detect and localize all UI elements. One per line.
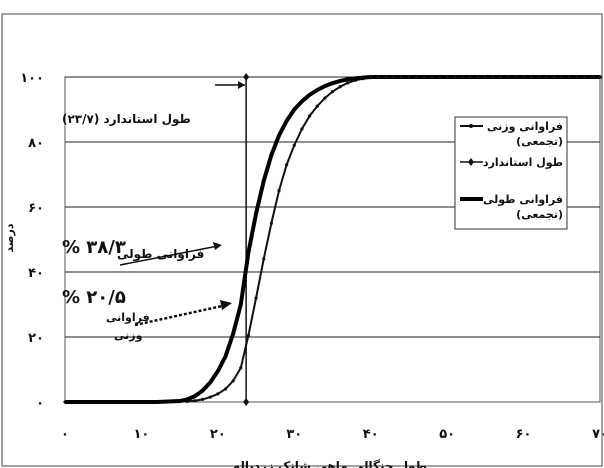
series-weight-point	[193, 399, 197, 403]
series-top-point	[368, 75, 373, 79]
x-tick-label: ۳۰	[286, 427, 302, 442]
annotation-standard-length: طول استاندارد (۲۳/۷)	[62, 112, 191, 127]
series-weight-point	[208, 395, 212, 399]
series-top-point	[391, 75, 396, 79]
x-tick-label: ۰	[61, 427, 69, 442]
legend-weight-swatch-dot	[469, 124, 473, 128]
series-top-point	[544, 75, 549, 79]
series-weight-point	[223, 387, 228, 391]
annotation-weight-arrowhead	[220, 300, 232, 310]
series-top-point	[430, 75, 434, 79]
chart-area-border	[1, 13, 603, 467]
x-tick-label: ۶۰	[516, 427, 532, 442]
series-top-point	[475, 75, 480, 79]
series-top-point	[506, 75, 511, 79]
legend-weight-label: فراوانی وزنی	[487, 120, 563, 133]
annotation-length-arrowhead	[213, 242, 222, 250]
annotation-weight-label: وزنی	[114, 329, 143, 342]
y-tick-label: ۴۰	[28, 266, 44, 281]
series-weight-point	[285, 163, 289, 167]
standard-length-marker	[243, 73, 250, 81]
legend-length-label: فراوانی طولی	[483, 193, 563, 206]
series-weight-point	[239, 366, 243, 370]
series-weight-point	[277, 189, 281, 193]
series-weight-point	[307, 114, 312, 118]
y-tick-label: ۱۰۰	[20, 71, 44, 86]
series-top-point	[414, 75, 419, 79]
series-top-point	[582, 75, 587, 79]
y-axis-title: درصد	[3, 223, 16, 252]
series-top-point	[452, 75, 457, 79]
series-top-point	[537, 75, 541, 79]
series-top-point	[460, 75, 465, 79]
series-top-point	[552, 75, 556, 79]
annotation-weight-percent: % ۲۰/۵	[62, 287, 126, 308]
series-top-point	[559, 75, 564, 79]
series-weight-point	[269, 221, 273, 225]
series-weight-point	[292, 143, 296, 147]
annotation-standard-arrowhead	[238, 81, 245, 89]
legend-box	[454, 116, 568, 230]
series-weight-point	[330, 90, 335, 94]
series-top-point	[521, 75, 526, 79]
series-top-point	[498, 75, 503, 79]
standard-length-marker	[243, 398, 250, 406]
x-tick-label: ۷۰	[592, 427, 604, 442]
series-weight-point	[254, 296, 258, 300]
series-top-point	[491, 75, 495, 79]
series-weight-point	[246, 333, 251, 337]
series-weight-point	[216, 392, 220, 396]
x-tick-label: ۴۰	[363, 427, 379, 442]
series-top-point	[437, 75, 442, 79]
x-tick-label: ۲۰	[210, 427, 226, 442]
series-top-point	[468, 75, 472, 79]
legend-standard-label: طول استاندارد	[483, 156, 563, 169]
series-weight-point	[300, 127, 304, 131]
x-tick-label: ۱۰	[133, 427, 149, 442]
series-top-point	[514, 75, 518, 79]
series-weight-point	[262, 257, 266, 261]
y-tick-label: ۶۰	[28, 201, 44, 216]
series-weight-point	[323, 96, 327, 100]
x-tick-label: ۵۰	[439, 427, 455, 442]
series-weight-point	[200, 397, 205, 401]
series-top-point	[445, 75, 449, 79]
series-top-point	[407, 75, 411, 79]
series-top-point	[529, 75, 534, 79]
series-weight-point	[346, 81, 350, 85]
series-top-point	[598, 75, 602, 79]
series-weight-point	[338, 85, 342, 89]
y-tick-label: ۰	[36, 396, 44, 411]
legend-length-label: (تجمعی)	[516, 208, 563, 221]
series-top-point	[376, 75, 381, 79]
legend-standard-swatch-marker	[468, 158, 474, 166]
annotation-weight-label: فراوانی	[106, 311, 150, 324]
y-tick-label: ۲۰	[28, 331, 44, 346]
legend-weight-label: (تجمعی)	[516, 135, 563, 148]
series-weight-point	[231, 379, 235, 383]
annotation-length-percent: % ۳۸/۳	[62, 237, 126, 258]
series-top-point	[567, 75, 572, 79]
series-top-point	[422, 75, 427, 79]
series-top-point	[384, 75, 388, 79]
x-axis-title: طول چنگالی ماهی شانک زردباله	[233, 459, 427, 468]
series-top-point	[590, 75, 595, 79]
annotation-length-label: فراوانی طولی	[117, 247, 204, 262]
y-tick-label: ۸۰	[28, 136, 44, 151]
series-top-point	[399, 75, 404, 79]
series-top-point	[483, 75, 488, 79]
annotation-length-arrow	[119, 245, 219, 266]
series-top-point	[575, 75, 579, 79]
series-weight-point	[315, 104, 319, 108]
